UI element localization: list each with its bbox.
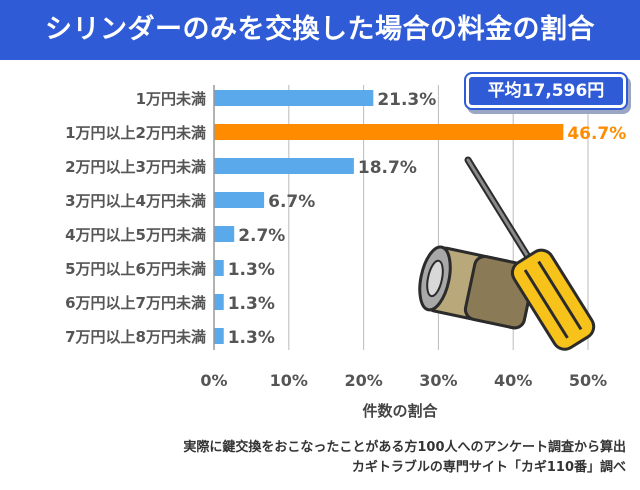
title-bar [0,0,640,60]
average-price-badge: 平均17,596円 [466,74,626,108]
value-label: 6.7% [268,192,315,212]
bar [214,90,374,106]
screwdriver-and-cylinder-illustration [418,156,596,351]
chart-title: シリンダーのみを交換した場合の料金の割合 [45,14,595,45]
category-label: 1万円未満 [136,90,206,108]
bar [214,260,224,276]
category-labels: 1万円未満 1万円以上2万円未満 2万円以上3万円未満 3万円以上4万円未満 4万円以上… [65,90,206,346]
source-line-2: カギトラブルの専門サイト「カギ110番」調べ [351,460,626,475]
x-tick-label: 10% [270,371,308,390]
value-label: 1.3% [228,328,275,348]
bar [214,294,224,310]
value-label: 46.7% [567,124,626,144]
bar [214,124,564,140]
bar [214,226,235,242]
x-tick-label: 0% [200,371,227,390]
bar [214,158,354,174]
value-label: 2.7% [238,226,285,246]
bar-chart: 1万円未満 1万円以上2万円未満 2万円以上3万円未満 3万円以上4万円未満 4万円以上… [65,85,627,420]
x-tick-label: 20% [344,371,382,390]
category-label: 1万円以上2万円未満 [65,124,206,142]
value-label: 18.7% [358,158,417,178]
source-line-1: 実際に鍵交換をおこなったことがある方100人へのアンケート調査から算出 [183,440,626,455]
bars [214,90,564,344]
x-tick-label: 30% [419,371,457,390]
category-label: 4万円以上5万円未満 [65,226,206,244]
value-label: 1.3% [228,294,275,314]
value-labels: 21.3% 46.7% 18.7% 6.7% 2.7% 1.3% 1.3% 1.3% [228,90,627,348]
x-tick-label: 40% [494,371,532,390]
category-label: 3万円以上4万円未満 [65,192,206,210]
value-label: 1.3% [228,260,275,280]
category-label: 2万円以上3万円未満 [65,158,206,176]
x-tick-label: 50% [569,371,607,390]
category-label: 6万円以上7万円未満 [65,294,206,312]
category-label: 7万円以上8万円未満 [65,328,206,346]
bar [214,328,224,344]
bar [214,192,265,208]
x-tick-labels: 0% 10% 20% 30% 40% 50% [200,371,607,390]
value-label: 21.3% [377,90,436,110]
category-label: 5万円以上6万円未満 [65,260,206,278]
x-axis-label: 件数の割合 [362,402,438,420]
